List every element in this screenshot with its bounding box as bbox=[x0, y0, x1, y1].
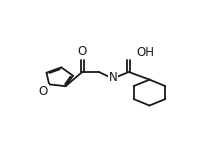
Text: N: N bbox=[109, 71, 117, 84]
Text: O: O bbox=[39, 85, 48, 98]
Text: O: O bbox=[78, 45, 87, 58]
Text: OH: OH bbox=[136, 46, 154, 59]
